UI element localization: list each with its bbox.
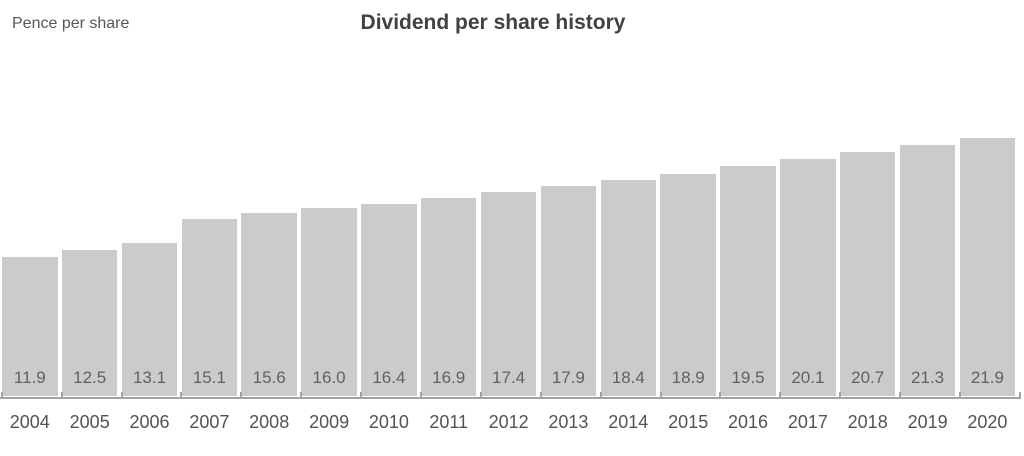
bar: 17.4	[480, 192, 537, 396]
bar: 16.0	[301, 208, 357, 396]
bar-value-label: 15.6	[252, 368, 286, 387]
x-tick-label: 2009	[309, 412, 350, 432]
x-axis-tick	[180, 392, 183, 399]
x-tick-label: 2016	[727, 412, 768, 432]
bar: 21.9	[959, 138, 1016, 396]
x-tick-label: 2017	[787, 412, 828, 432]
x-axis-tick	[659, 392, 662, 399]
x-tick-label: 2019	[907, 412, 948, 432]
bar: 12.5	[61, 250, 118, 396]
bar: 13.1	[121, 243, 178, 396]
x-axis-tick	[599, 392, 602, 399]
x-axis-tick	[0, 392, 3, 399]
x-tick-label: 2020	[967, 412, 1008, 432]
bar: 16.9	[420, 198, 477, 396]
bar: 20.1	[780, 159, 836, 396]
x-axis-tick	[479, 392, 482, 399]
x-tick-label: 2011	[429, 412, 469, 432]
bar: 16.4	[361, 204, 417, 396]
bar: 15.1	[181, 219, 238, 396]
x-axis-tick	[539, 392, 542, 399]
x-axis-tick	[120, 392, 123, 399]
bar-value-label: 20.7	[851, 368, 885, 387]
x-tick-label: 2008	[249, 412, 290, 432]
x-tick-label: 2013	[548, 412, 589, 432]
bar-value-label: 19.5	[731, 368, 765, 387]
bar-value-label: 15.1	[192, 368, 226, 387]
bar-value-label: 18.4	[611, 368, 645, 387]
bar-value-label: 16.9	[432, 368, 466, 387]
x-tick-label: 2004	[9, 412, 50, 432]
x-tick-label: 2018	[847, 412, 888, 432]
bar-value-label: 18.9	[671, 368, 705, 387]
x-tick-label: 2006	[129, 412, 170, 432]
x-tick-label: 2007	[189, 412, 230, 432]
x-axis-tick	[240, 392, 243, 399]
bar-value-label: 13.1	[132, 368, 167, 387]
x-axis-line	[0, 397, 1021, 399]
bar-value-label: 20.1	[791, 368, 825, 387]
y-axis-unit-label: Pence per share	[12, 15, 130, 32]
bar-value-label: 21.9	[970, 368, 1004, 387]
bar-value-label: 12.5	[73, 368, 107, 387]
x-tick-label: 2010	[368, 412, 409, 432]
bar-value-label: 17.9	[551, 368, 585, 387]
bar: 18.4	[600, 180, 657, 396]
bar-value-label: 16.4	[372, 368, 406, 387]
x-axis-tick	[899, 392, 901, 399]
chart-title: Dividend per share history	[360, 11, 626, 34]
bar-value-label: 11.9	[13, 368, 46, 387]
x-tick-label: 2012	[488, 412, 529, 432]
x-axis-tick	[60, 392, 63, 399]
x-axis-tick	[420, 392, 422, 399]
bar-value-label: 16.0	[312, 368, 346, 387]
bar: 20.7	[839, 152, 896, 396]
x-axis-tick	[1018, 392, 1021, 399]
bar: 21.3	[899, 145, 956, 396]
x-tick-label: 2014	[608, 412, 649, 432]
bar: 11.9	[2, 257, 58, 396]
bar-value-label: 21.3	[911, 368, 945, 387]
x-axis-tick	[719, 392, 722, 399]
x-tick-label: 2005	[69, 412, 110, 432]
bar: 19.5	[720, 166, 776, 396]
bar: 17.9	[540, 186, 597, 396]
bar-value-label: 17.4	[492, 368, 526, 387]
x-axis-tick	[958, 392, 961, 399]
x-axis-tick	[779, 392, 782, 399]
x-axis-tick	[360, 392, 363, 399]
x-tick-label: 2015	[668, 412, 709, 432]
bar: 18.9	[660, 174, 716, 396]
bar: 15.6	[241, 213, 297, 396]
x-axis-tick	[839, 392, 842, 399]
x-axis-tick	[300, 392, 303, 399]
